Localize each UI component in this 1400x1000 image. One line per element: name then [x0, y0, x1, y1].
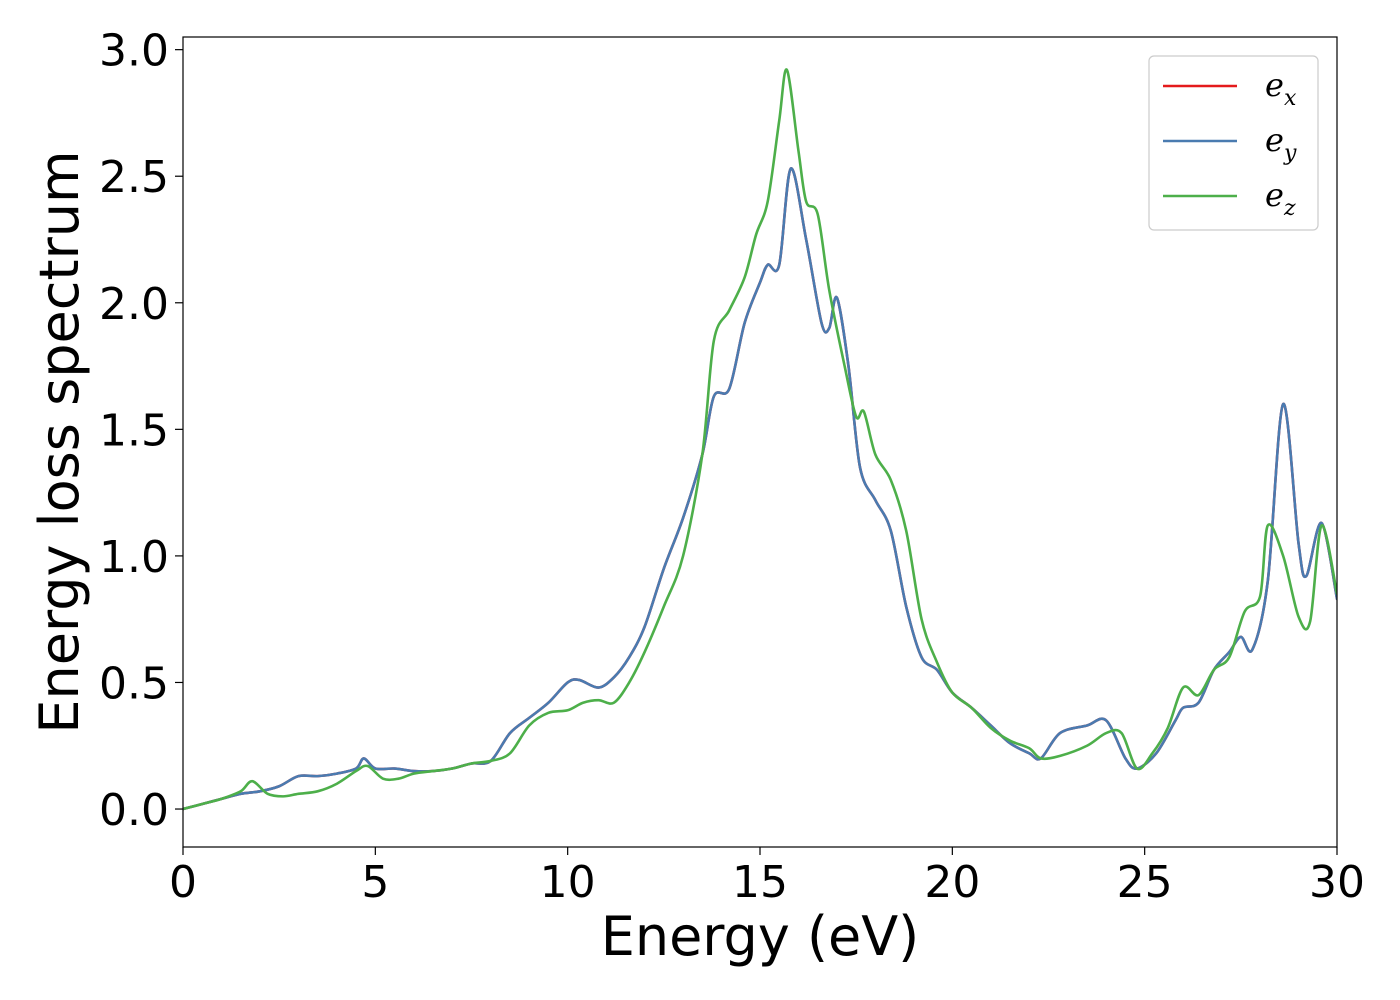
series-line-e-y	[183, 167, 1337, 811]
legend-label-e-y: ey	[1265, 121, 1297, 166]
y-tick-label: 0.5	[99, 658, 169, 709]
legend-label-e-x: ex	[1265, 66, 1297, 111]
y-axis: 0.0 0.5 1.0 1.5 2.0 2.5 3.0	[99, 26, 183, 836]
x-tick-label: 5	[361, 857, 389, 908]
x-tick-label: 25	[1117, 857, 1173, 908]
y-tick-label: 0.0	[99, 785, 169, 836]
legend-label-e-z: ez	[1265, 176, 1296, 221]
x-axis: 0 5 10 15 20 25 30	[169, 847, 1365, 908]
y-tick-label: 3.0	[99, 26, 169, 77]
series-line-e-z	[183, 68, 1337, 811]
y-tick-label: 2.5	[99, 152, 169, 203]
y-axis-title: Energy loss spectrum	[28, 150, 91, 733]
y-tick-label: 1.5	[99, 405, 169, 456]
series-layer	[183, 68, 1337, 811]
legend-box	[1148, 55, 1319, 231]
x-tick-label: 30	[1309, 857, 1365, 908]
x-axis-title: Energy (eV)	[601, 905, 920, 968]
y-tick-label: 2.0	[99, 279, 169, 330]
x-tick-label: 10	[540, 857, 596, 908]
x-tick-label: 20	[924, 857, 980, 908]
x-tick-label: 15	[732, 857, 788, 908]
legend: ex ey ez	[1148, 55, 1319, 231]
x-tick-label: 0	[169, 857, 197, 908]
y-tick-label: 1.0	[99, 532, 169, 583]
